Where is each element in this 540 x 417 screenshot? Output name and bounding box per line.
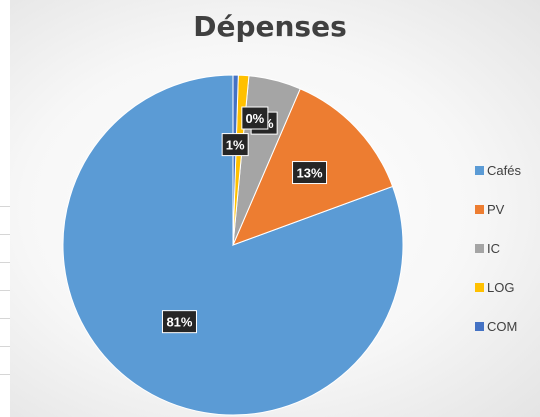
legend-item-cafes: Cafés [475,162,521,178]
legend-label: LOG [487,279,515,295]
data-label-box-pv [292,161,328,185]
legend-swatch [475,282,484,292]
chart-title: Dépenses [193,10,347,43]
legend-label: IC [487,240,500,256]
data-label-box-log [221,133,249,157]
data-label-log: 1% [226,138,245,153]
legend-item-pv: PV [475,201,521,217]
legend-swatch [475,165,484,175]
legend-swatch [475,321,484,331]
data-label-com: 0% [245,111,264,126]
data-label-box-com [241,106,269,130]
pie-slice-com[interactable] [232,74,239,246]
data-label-box-cafes [161,310,197,334]
legend-swatch [475,204,484,214]
legend-item-log: LOG [475,279,521,295]
legend-swatch [475,243,484,253]
legend-item-ic: IC [475,240,521,256]
data-label-pv: 13% [297,166,323,181]
legend-label: PV [487,201,505,217]
legend-item-com: COM [475,318,521,334]
legend-label: Cafés [487,162,521,178]
data-label-cafes: 81% [166,315,192,330]
legend-label: COM [487,318,518,334]
chart-legend: Cafés PV IC LOG COM [475,162,521,357]
